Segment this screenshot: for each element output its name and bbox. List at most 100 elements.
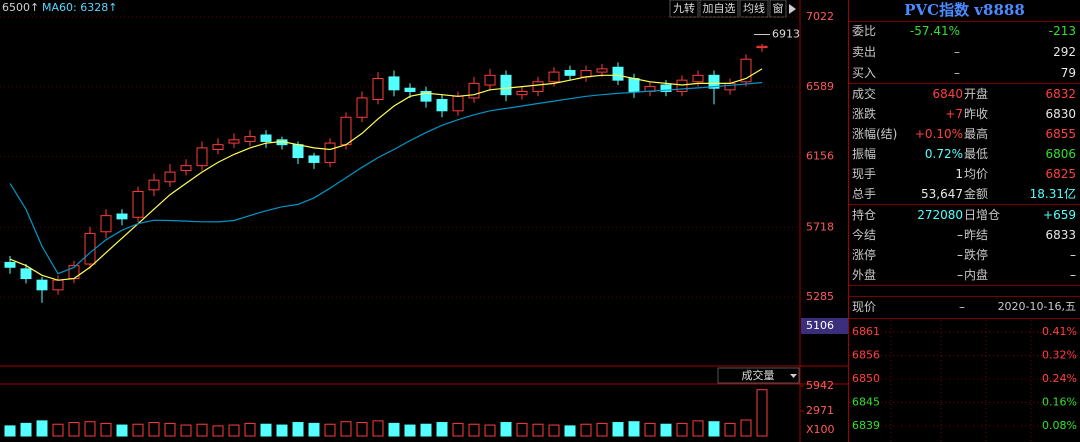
volume-bar: [532, 423, 544, 437]
field-value: –: [954, 45, 960, 59]
candle-body: [468, 82, 480, 99]
field-value: 2020-10-16,五: [997, 300, 1076, 313]
field-label: 日增仓: [964, 208, 1001, 222]
candle-body: [452, 95, 464, 112]
crosshair-label: 5106: [806, 319, 834, 332]
field-value: –: [957, 268, 963, 282]
button[interactable]: 窗: [773, 1, 784, 15]
field-label: 今结: [852, 228, 877, 242]
volume-bar: [68, 422, 80, 437]
mini-price-label: 6861: [852, 325, 880, 338]
volume-bar: [500, 422, 512, 437]
volume-bar: [84, 421, 96, 437]
candle-body: [724, 82, 736, 91]
candle-body: [532, 81, 544, 92]
candle-body: [564, 69, 576, 76]
field-value: –: [1070, 268, 1076, 282]
field-value: 1: [955, 167, 963, 181]
candle-body: [308, 155, 320, 163]
candle-body: [740, 58, 752, 83]
field-label: 最低: [964, 147, 989, 161]
candle-body: [116, 213, 128, 220]
volume-bar: [692, 420, 704, 437]
field-value: -213: [1048, 24, 1076, 38]
volume-bar: [564, 425, 576, 437]
field-value: +659: [1043, 208, 1076, 222]
volume-bar: [676, 422, 688, 437]
volume-bar: [196, 423, 208, 437]
y-tick-label: 2971: [806, 404, 834, 417]
separator: [849, 285, 1080, 286]
volume-bar: [324, 423, 336, 437]
ma-line: [9, 68, 763, 281]
field-label: 总手: [852, 187, 877, 201]
candle-body: [132, 190, 144, 218]
field-label: 最高: [964, 127, 989, 141]
field-value: 0.72%: [924, 147, 963, 161]
scroll-arrow[interactable]: [789, 4, 796, 14]
button[interactable]: 加自选: [703, 2, 736, 15]
volume-bar: [244, 422, 256, 437]
separator: [849, 21, 1080, 22]
volume-bar: [4, 425, 16, 437]
candle-body: [84, 232, 96, 265]
volume-bar: [468, 423, 480, 437]
field-value: +7: [945, 107, 963, 121]
volume-bar: [100, 422, 112, 437]
indicator-title[interactable]: 成交量: [742, 368, 775, 382]
field-value: 292: [1053, 45, 1076, 59]
field-label: 现手: [852, 167, 877, 181]
candle-body: [596, 68, 608, 73]
volume-bar: [660, 423, 672, 437]
toolbar: 九转 加自选 均线 窗: [669, 0, 796, 18]
volume-bar: [484, 424, 496, 437]
field-value: –: [954, 66, 960, 80]
volume-bar: [212, 425, 224, 437]
candle-body: [708, 74, 720, 89]
y-tick-label: 7022: [806, 10, 834, 23]
field-value: 6830: [1045, 107, 1076, 121]
volume-bar: [228, 424, 240, 437]
candle-body: [628, 78, 640, 92]
candle-body: [212, 144, 224, 151]
candle-body: [244, 136, 256, 142]
field-value: –: [957, 248, 963, 262]
button-frame[interactable]: [769, 0, 787, 18]
field-value: +0.10%: [914, 127, 963, 141]
unit-label: X100: [806, 423, 835, 436]
y-tick-label: 6589: [806, 80, 834, 93]
volume-bar: [756, 389, 768, 437]
field-value: 6833: [1045, 228, 1076, 242]
candle-body: [4, 261, 16, 268]
indicator-selector[interactable]: [717, 367, 800, 384]
field-label: 买入: [852, 66, 877, 80]
volume-bar: [308, 422, 320, 437]
dropdown-arrow[interactable]: [790, 374, 797, 378]
field-value: -57.41%: [909, 24, 960, 38]
mini-pct-label: 0.32%: [1042, 349, 1077, 362]
mini-price-label: 6845: [852, 396, 880, 409]
volume-bar: [708, 421, 720, 437]
button[interactable]: 九转: [673, 1, 695, 15]
volume-bar: [116, 424, 128, 437]
field-value: 6825: [1045, 167, 1076, 181]
button-frame[interactable]: [699, 0, 739, 18]
y-tick-label: 5718: [806, 220, 834, 233]
separator: [849, 204, 1080, 205]
volume-bar: [580, 423, 592, 437]
volume-bar: [388, 422, 400, 437]
separator: [849, 83, 1080, 84]
volume-bar: [740, 419, 752, 437]
candle-body: [660, 84, 672, 92]
candle-body: [484, 74, 496, 86]
mini-pct-label: 0.41%: [1042, 325, 1077, 338]
y-tick-label: 6156: [806, 150, 834, 163]
mini-chart: 6861 0.41% 6856 0.32% 6850 0.24% 6845 0.16% 6839…: [849, 320, 1080, 442]
candle-body: [372, 78, 384, 101]
candle-body: [292, 144, 304, 159]
button[interactable]: 均线: [743, 1, 765, 15]
button-frame[interactable]: [739, 0, 769, 18]
candle-body: [228, 139, 240, 144]
volume-bar: [628, 421, 640, 437]
field-value: 6832: [1045, 87, 1076, 101]
